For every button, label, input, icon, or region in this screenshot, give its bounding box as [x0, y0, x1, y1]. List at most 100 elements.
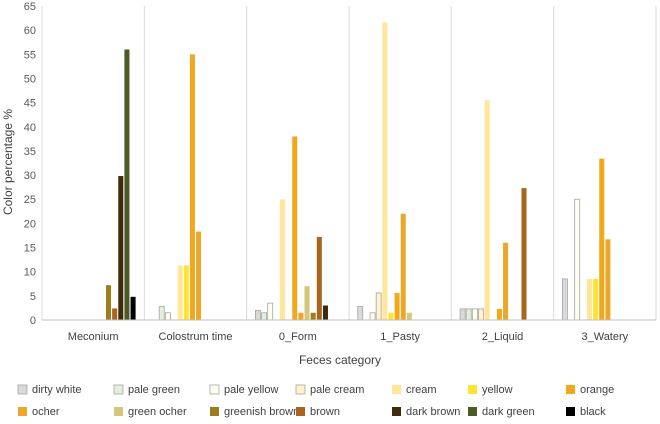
bar-dirty-white-3 — [357, 306, 364, 321]
legend-label: pale yellow — [224, 384, 278, 396]
bar-pale-yellow-3 — [369, 312, 376, 321]
y-tick-label: 50 — [24, 73, 36, 85]
bar-orange-2 — [292, 136, 298, 320]
bar-cream-3 — [382, 22, 388, 320]
y-tick-label: 0 — [30, 315, 36, 327]
legend-swatch — [566, 407, 575, 416]
y-tick-label: 15 — [24, 243, 36, 255]
x-category-label: 3_Watery — [581, 331, 628, 343]
legend-label: cream — [406, 384, 437, 396]
x-category-label: 2_Liquid — [482, 331, 524, 343]
y-tick-label: 20 — [24, 218, 36, 230]
bar-greenish-brown-0 — [105, 285, 112, 320]
x-category-label: Colostrum time — [159, 331, 233, 343]
bar-ocher-1 — [196, 231, 202, 320]
bars — [105, 22, 611, 321]
legend: dirty white pale green pale yellow pale cre… — [17, 384, 614, 418]
y-tick-label: 25 — [24, 194, 36, 206]
bar-orange-3 — [394, 292, 400, 320]
legend-label: orange — [580, 384, 614, 396]
bar-ocher-4 — [503, 242, 509, 320]
bar-greenish-brown-2 — [310, 312, 316, 320]
bar-pale-cream-3 — [375, 292, 382, 321]
legend-swatch — [392, 385, 401, 394]
legend-item: dark brown — [392, 406, 460, 418]
bar-orange-5 — [599, 158, 605, 320]
bar-green-ocher-3 — [406, 312, 412, 320]
legend-label: black — [580, 406, 606, 418]
bar-yellow-1 — [183, 265, 189, 320]
bar-black-0 — [130, 296, 136, 320]
legend-item: pale yellow — [209, 384, 278, 396]
bar-dark-green-0 — [124, 49, 130, 320]
y-tick-label: 30 — [24, 170, 36, 182]
legend-label: dark green — [482, 406, 535, 418]
legend-swatch — [113, 384, 124, 395]
legend-item: dirty white — [17, 384, 82, 396]
bar-cream-1 — [177, 265, 183, 320]
y-tick-label: 55 — [24, 49, 36, 61]
bar-dark-brown-2 — [322, 305, 328, 320]
y-tick-label: 45 — [24, 98, 36, 110]
legend-item: pale green — [113, 384, 180, 396]
x-axis-categories: Meconium Colostrum time 0_Form 1_Pasty 2_Liq… — [68, 331, 629, 343]
bar-brown-2 — [316, 236, 322, 320]
y-axis-ticks: 0 5 10 15 20 25 30 35 40 45 50 55 60 65 — [24, 1, 36, 327]
bar-brown-0 — [112, 308, 118, 320]
x-category-label: 1_Pasty — [380, 331, 420, 343]
y-tick-label: 40 — [24, 122, 36, 134]
legend-label: dark brown — [406, 406, 460, 418]
legend-item: pale cream — [295, 384, 364, 396]
bar-pale-cream-4 — [478, 308, 484, 321]
legend-label: ocher — [32, 406, 60, 418]
legend-item: black — [566, 406, 606, 418]
bar-pale-green-1 — [158, 306, 165, 321]
bar-pale-yellow-2 — [267, 302, 274, 321]
x-axis-title: Feces category — [299, 353, 381, 367]
legend-label: yellow — [482, 384, 513, 396]
legend-swatch — [468, 385, 477, 394]
bar-cream-4 — [484, 100, 490, 320]
bar-cream-2 — [279, 199, 286, 320]
bar-pale-green-4 — [465, 308, 472, 321]
bar-dirty-white-4 — [459, 308, 466, 321]
bar-pale-yellow-1 — [164, 312, 171, 321]
bar-dark-brown-0 — [118, 176, 124, 320]
legend-label: green ocher — [128, 406, 187, 418]
legend-item: ocher — [18, 406, 60, 418]
legend-swatch — [209, 384, 220, 395]
bar-ocher-2 — [298, 312, 304, 320]
legend-item: brown — [296, 406, 340, 418]
y-tick-label: 35 — [24, 146, 36, 158]
legend-label: dirty white — [32, 384, 82, 396]
bar-dirty-white-5 — [562, 278, 568, 321]
legend-swatch — [296, 407, 305, 416]
bar-orange-4 — [496, 308, 502, 320]
bar-yellow-5 — [593, 278, 599, 320]
legend-swatch — [295, 384, 306, 395]
legend-item: greenish brown — [210, 406, 299, 418]
legend-swatch — [210, 407, 219, 416]
bar-brown-4 — [521, 188, 527, 320]
y-axis-title: Color percentage % — [1, 109, 15, 215]
x-category-label: Meconium — [68, 331, 119, 343]
y-tick-label: 60 — [24, 25, 36, 37]
legend-item: dark green — [468, 406, 535, 418]
bar-ocher-5 — [605, 239, 611, 320]
legend-label: brown — [310, 406, 340, 418]
legend-item: yellow — [468, 384, 513, 396]
bar-orange-1 — [189, 54, 195, 321]
bar-ocher-3 — [400, 213, 406, 320]
legend-item: orange — [566, 384, 614, 396]
bar-dirty-white-2 — [255, 309, 261, 321]
x-category-label: 0_Form — [279, 331, 317, 343]
y-tick-label: 10 — [24, 267, 36, 279]
category-separators — [41, 6, 657, 320]
legend-swatch — [114, 407, 123, 416]
y-tick-label: 65 — [24, 1, 36, 13]
bar-cream-5 — [586, 278, 593, 320]
legend-swatch — [566, 385, 575, 394]
bar-yellow-3 — [388, 312, 394, 320]
legend-swatch — [17, 384, 28, 395]
